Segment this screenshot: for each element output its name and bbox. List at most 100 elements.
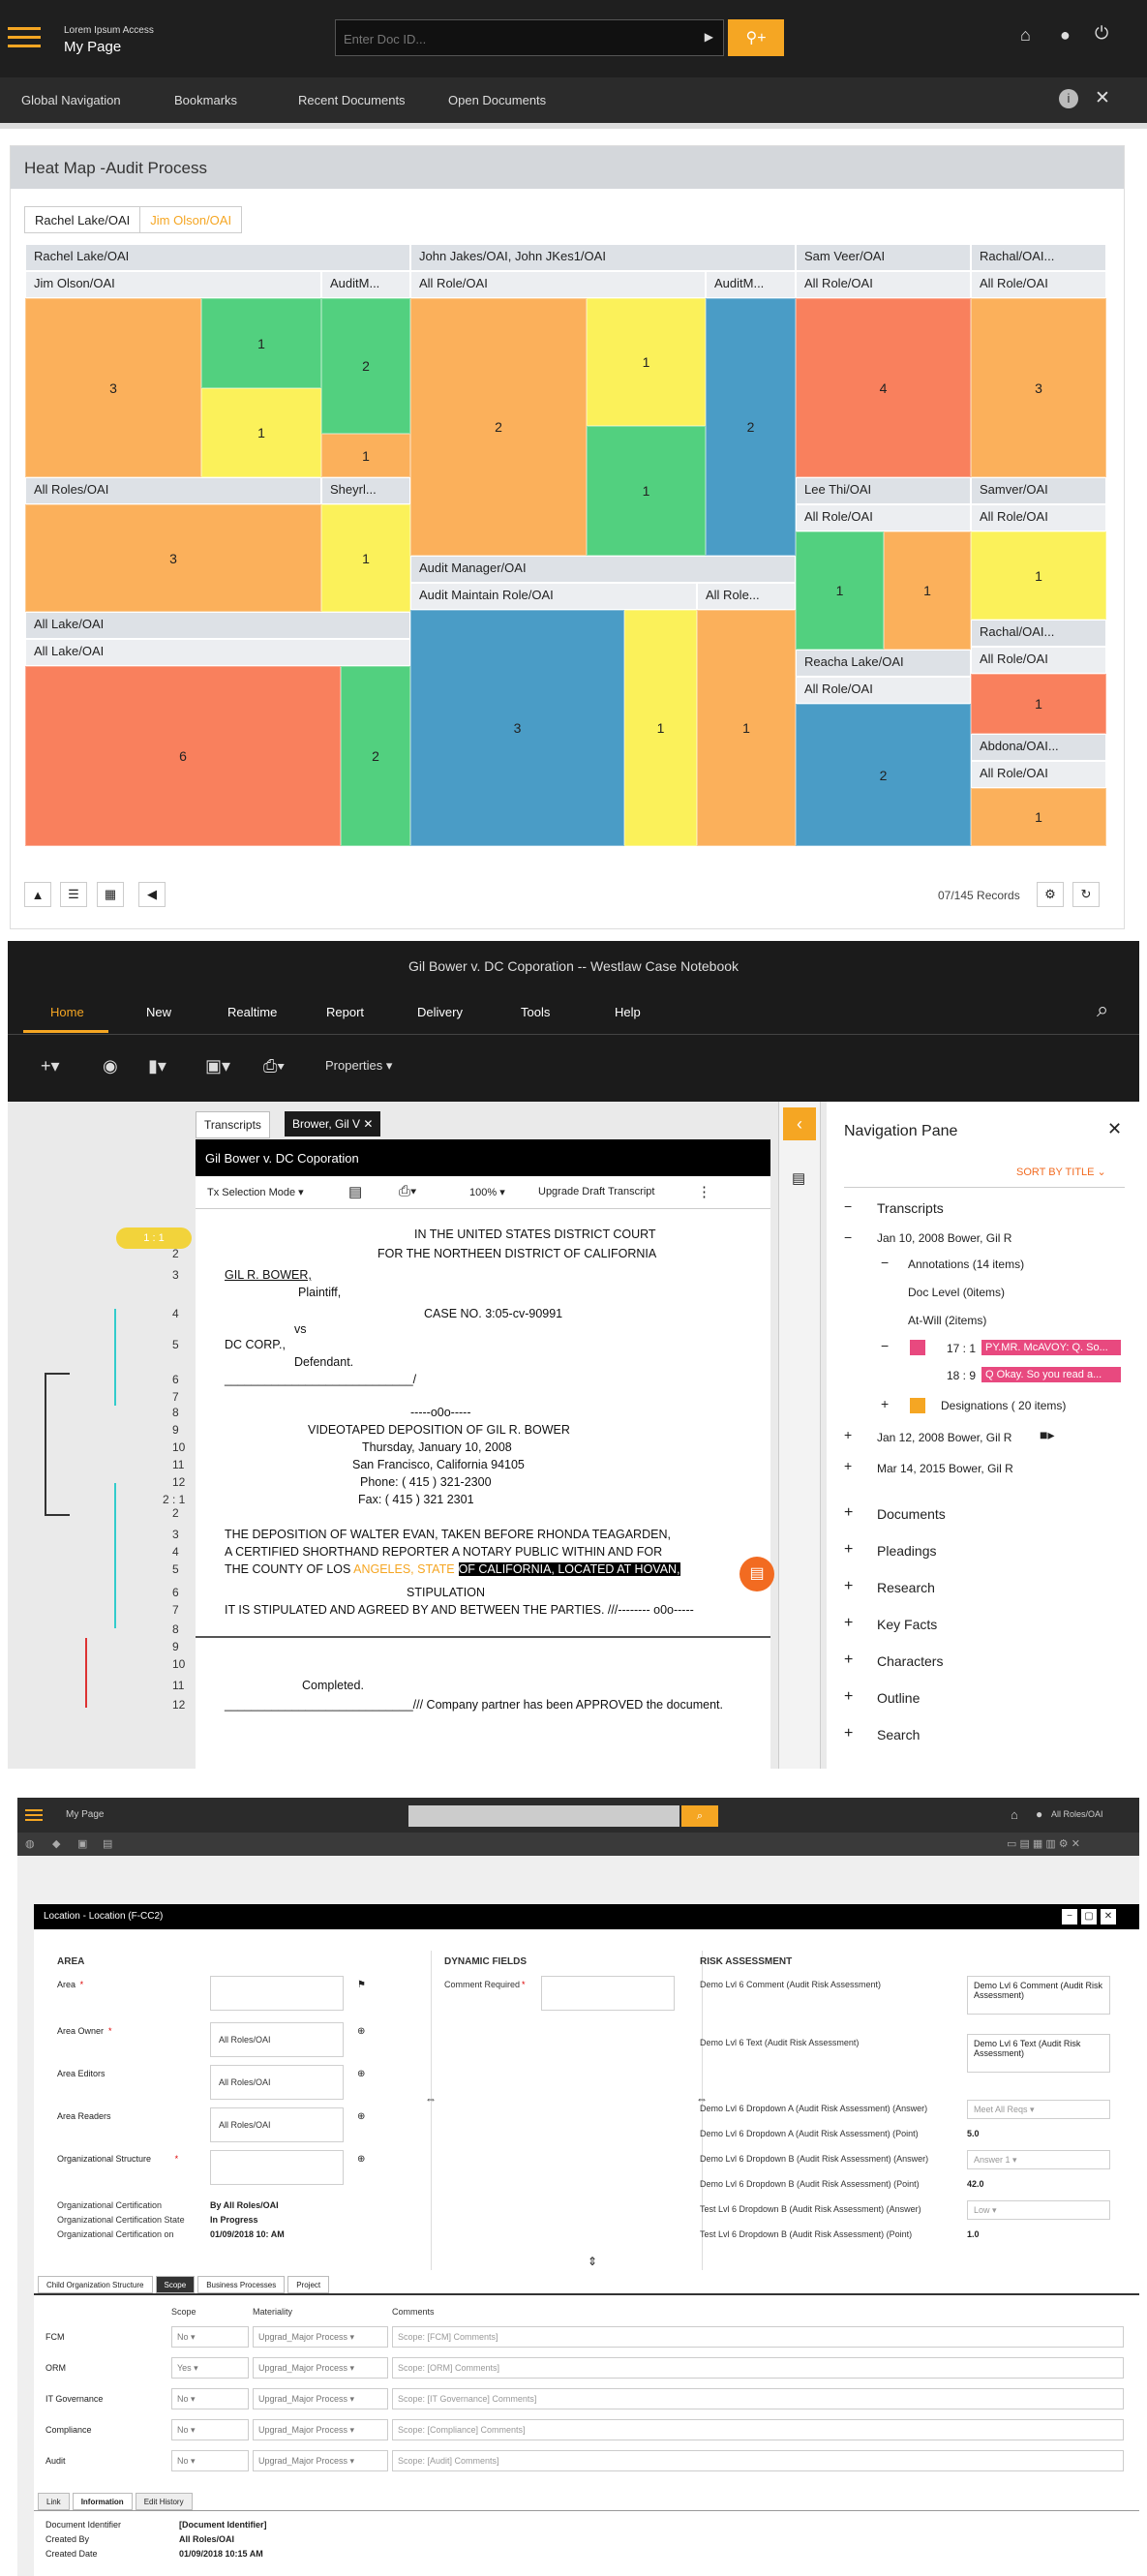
transcript-line[interactable]: San Francisco, California 94105 <box>352 1458 525 1471</box>
field-action-icon[interactable]: ⊕ <box>357 2026 366 2037</box>
settings-gear-button[interactable]: ⚙ <box>1037 882 1064 907</box>
properties-menu[interactable]: Properties ▾ <box>325 1058 393 1073</box>
nav-doc-level[interactable]: Doc Level (0items) <box>908 1286 1006 1299</box>
heatmap-group-label[interactable]: All Role/OAI <box>796 677 971 704</box>
heatmap-cell[interactable]: 2 <box>341 666 410 846</box>
transcript-line[interactable]: Defendant. <box>294 1355 354 1369</box>
bottom-tab-edit-history[interactable]: Edit History <box>135 2493 193 2510</box>
doc-id-input[interactable] <box>344 26 663 51</box>
highlight-yellow[interactable]: ANGELES, STATE <box>353 1562 455 1576</box>
transcript-line[interactable]: Completed. <box>302 1679 364 1692</box>
heatmap-cell[interactable]: 3 <box>410 610 624 846</box>
heatmap-group-label[interactable]: Abdona/OAI... <box>971 734 1106 761</box>
bookmark-icon[interactable]: ◆ <box>52 1838 61 1850</box>
nav-transcript-2[interactable]: Jan 12, 2008 Bower, Gil R <box>877 1431 1012 1444</box>
tab-tools[interactable]: Tools <box>521 1005 551 1019</box>
expand-icon[interactable]: + <box>844 1615 854 1631</box>
transcript-line[interactable]: CASE NO. 3:05-cv-90991 <box>424 1307 563 1320</box>
heatmap-cell[interactable]: 2 <box>410 298 587 556</box>
doc-tab-brower[interactable]: Brower, Gil V ✕ <box>285 1111 381 1136</box>
heatmap-cell[interactable]: 2 <box>321 298 410 434</box>
heatmap-group-label[interactable]: Rachal/OAI... <box>971 620 1106 647</box>
power-icon[interactable]: ⏻ <box>1095 23 1109 43</box>
resize-handle-icon[interactable]: ⇕ <box>588 2255 598 2268</box>
hamburger-menu-icon[interactable] <box>8 27 41 50</box>
heatmap-group-label[interactable]: John Jakes/OAI, John JKes1/OAI <box>410 244 796 271</box>
transcript-line[interactable]: DC CORP., <box>225 1338 286 1351</box>
heatmap-cell[interactable]: 3 <box>971 298 1106 477</box>
doc-tab-transcripts[interactable]: Transcripts <box>196 1111 270 1138</box>
heatmap-group-label[interactable]: All Role/OAI <box>971 647 1106 674</box>
breadcrumb-item-jim[interactable]: Jim Olson/OAI <box>150 213 232 227</box>
transcript-line[interactable]: GIL R. BOWER, <box>225 1268 312 1282</box>
heatmap-cell[interactable]: 1 <box>624 610 697 846</box>
save-icon[interactable]: ▣▾ <box>205 1056 231 1076</box>
transcript-line[interactable]: FOR THE NORTHEEN DISTRICT OF CALIFORNIA <box>377 1247 657 1260</box>
nav-global-navigation[interactable]: Global Navigation <box>21 93 121 107</box>
collapse-icon[interactable]: − <box>844 1229 853 1245</box>
realtime-icon[interactable]: ◉ <box>103 1056 118 1076</box>
maximize-button[interactable]: ▢ <box>1081 1909 1097 1924</box>
heatmap-group-label[interactable]: Rachal/OAI... <box>971 244 1106 271</box>
area-field-input[interactable]: All Roles/OAI <box>210 2107 344 2142</box>
tx-selection-mode-dropdown[interactable]: Tx Selection Mode ▾ <box>207 1187 304 1198</box>
materiality-dropdown[interactable]: Upgrad_Major Process ▾ <box>253 2419 388 2440</box>
expand-icon[interactable]: + <box>844 1541 854 1558</box>
list-view-button[interactable]: ☰ <box>60 882 87 907</box>
transcript-line[interactable]: IT IS STIPULATED AND AGREED BY AND BETWE… <box>225 1603 694 1617</box>
heatmap-cell[interactable]: 1 <box>971 788 1106 846</box>
nav-annotations[interactable]: Annotations (14 items) <box>908 1258 1025 1271</box>
close-button[interactable]: ✕ <box>1101 1909 1116 1924</box>
transcript-line[interactable]: THE DEPOSITION OF WALTER EVAN, TAKEN BEF… <box>225 1528 671 1541</box>
heatmap-group-label[interactable]: Reacha Lake/OAI <box>796 650 971 677</box>
heatmap-cell[interactable]: 1 <box>971 531 1106 620</box>
heatmap-cell[interactable]: 1 <box>587 298 706 426</box>
transcript-line[interactable]: Plaintiff, <box>298 1286 342 1299</box>
tab-delivery[interactable]: Delivery <box>417 1005 463 1019</box>
heatmap-group-label[interactable]: AuditM... <box>321 271 410 298</box>
sub-tab-child-organization-structure[interactable]: Child Organization Structure <box>38 2276 153 2293</box>
heatmap-group-label[interactable]: All Role/OAI <box>410 271 706 298</box>
area-field-input[interactable]: All Roles/OAI <box>210 2065 344 2100</box>
heatmap-group-label[interactable]: AuditM... <box>706 271 796 298</box>
heatmap-cell[interactable]: 6 <box>25 666 341 846</box>
heatmap-group-label[interactable]: Sheyrl... <box>321 477 410 504</box>
scope-dropdown[interactable]: No ▾ <box>171 2450 249 2471</box>
collapse-icon[interactable]: − <box>881 1255 890 1270</box>
home-icon[interactable]: ⌂ <box>1020 25 1031 45</box>
heatmap-cell[interactable]: 3 <box>25 298 201 477</box>
comment-input[interactable]: Scope: [Compliance] Comments] <box>392 2419 1124 2440</box>
print-icon[interactable]: ⎙▾ <box>399 1183 417 1199</box>
transcript-line[interactable]: -----o0o----- <box>410 1406 471 1419</box>
hamburger-menu-icon[interactable] <box>25 1809 43 1821</box>
heatmap-group-label[interactable]: Samver/OAI <box>971 477 1106 504</box>
search-add-button[interactable]: ⚲+ <box>728 19 784 56</box>
heatmap-group-label[interactable]: Audit Maintain Role/OAI <box>410 583 697 610</box>
nav-designations[interactable]: Designations ( 20 items) <box>941 1399 1067 1412</box>
caret-right-icon[interactable]: ▶ <box>704 30 713 44</box>
nav-open-documents[interactable]: Open Documents <box>448 93 547 107</box>
heatmap-group-label[interactable]: Audit Manager/OAI <box>410 556 796 583</box>
user-name[interactable]: All Roles/OAI <box>1051 1809 1103 1819</box>
heatmap-group-label[interactable]: Sam Veer/OAI <box>796 244 971 271</box>
annotation-snippet[interactable]: PY.MR. McAVOY: Q. So... <box>981 1340 1121 1355</box>
transcript-line[interactable]: Fax: ( 415 ) 321 2301 <box>358 1493 474 1506</box>
heatmap-cell[interactable]: 1 <box>697 610 796 846</box>
expand-icon[interactable]: + <box>844 1578 854 1594</box>
expand-icon[interactable]: + <box>844 1652 854 1668</box>
transcript-line[interactable]: ____________________________/// Company … <box>225 1698 723 1712</box>
close-icon[interactable]: ✕ <box>363 1117 374 1131</box>
nav-section-characters[interactable]: Characters <box>877 1653 944 1669</box>
outline-icon[interactable]: ▤ <box>348 1184 363 1200</box>
search-button[interactable]: ⌕ <box>681 1805 718 1827</box>
close-icon[interactable]: ✕ <box>1107 1119 1123 1138</box>
risk-text-input[interactable]: Demo Lvl 6 Comment (Audit Risk Assessmen… <box>967 1976 1110 2015</box>
comment-input[interactable]: Scope: [FCM] Comments] <box>392 2326 1124 2348</box>
nav-section-key-facts[interactable]: Key Facts <box>877 1617 938 1632</box>
back-button[interactable]: ◀ <box>138 882 166 907</box>
heatmap-cell[interactable]: 1 <box>201 388 321 477</box>
heatmap-cell[interactable]: 1 <box>587 426 706 556</box>
transcript-line[interactable]: IN THE UNITED STATES DISTRICT COURT <box>414 1227 656 1241</box>
collapse-icon[interactable]: − <box>881 1338 890 1353</box>
scope-dropdown[interactable]: Yes ▾ <box>171 2357 249 2379</box>
